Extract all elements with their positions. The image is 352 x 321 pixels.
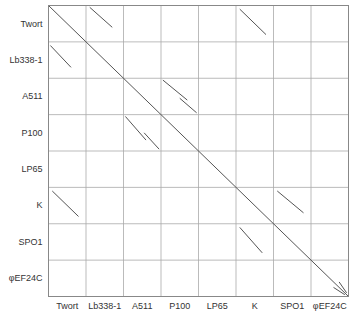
svg-text:Twort: Twort [56,301,79,311]
svg-text:P100: P100 [169,301,190,311]
svg-text:LP65: LP65 [21,164,42,174]
svg-text:LP65: LP65 [207,301,228,311]
svg-text:φEF24C: φEF24C [313,301,347,311]
svg-text:φEF24C: φEF24C [9,273,43,283]
svg-text:P100: P100 [21,128,42,138]
svg-text:SPO1: SPO1 [18,237,42,247]
svg-text:Lb338-1: Lb338-1 [88,301,121,311]
svg-text:Lb338-1: Lb338-1 [9,55,42,65]
svg-text:SPO1: SPO1 [280,301,304,311]
svg-text:K: K [36,200,42,210]
svg-text:Twort: Twort [20,19,43,29]
svg-text:K: K [252,301,258,311]
svg-text:A511: A511 [132,301,152,311]
svg-text:A511: A511 [22,91,42,101]
